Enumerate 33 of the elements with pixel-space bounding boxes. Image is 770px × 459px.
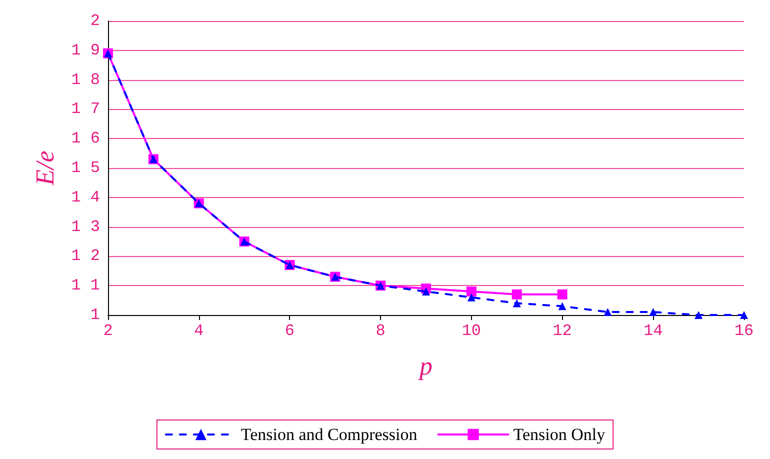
x-tick-label: 14 [644,322,663,340]
x-tick-label: 4 [194,322,204,340]
point [467,293,476,302]
point [558,302,566,310]
y-tick-label: 1 6 [71,130,100,148]
x-tick-label: 16 [734,322,754,340]
point [512,289,522,300]
y-tick-label: 1 9 [71,41,100,60]
y-tick-label: 1 4 [71,188,100,206]
y-tick-label: 1 3 [71,218,100,236]
x-tick-label: 10 [462,322,482,340]
y-tick-label: 1 [90,306,100,324]
legend-label: Tension and Compression [240,425,418,444]
x-tick-label: 12 [552,322,572,340]
point [649,308,658,316]
x-tick-label: 6 [284,322,295,340]
x-axis-title: p [418,352,432,380]
y-tick-label: 1 5 [71,159,100,177]
point [466,286,476,296]
point [557,289,568,300]
y-axis-title: E/e [30,150,60,186]
y-tick-label: 2 [90,12,100,30]
point [694,311,703,319]
y-tick-label: 1 7 [71,100,100,118]
point [604,308,612,316]
point [422,287,430,296]
y-tick-label: 1 1 [71,276,100,295]
x-tick-label: 2 [103,322,113,340]
point [512,299,521,308]
y-tick-label: 1 8 [71,70,100,89]
x-tick-label: 8 [376,322,386,340]
legend-label: Tension Only [513,425,606,444]
y-tick-label: 1 2 [71,247,100,266]
